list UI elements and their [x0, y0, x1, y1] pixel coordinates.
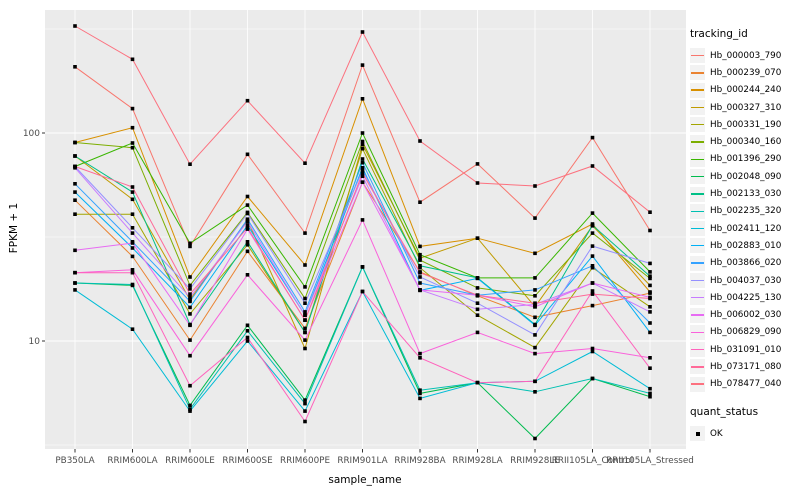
- svg-text:RRIM600LE: RRIM600LE: [165, 456, 215, 466]
- series-line-icon: [690, 151, 705, 167]
- series-line-icon: [690, 273, 705, 288]
- legend-item-label: Hb_001396_290: [710, 154, 782, 165]
- series-line-icon: [690, 48, 705, 64]
- series-line-icon: [690, 134, 705, 150]
- legend-item: Hb_000327_310: [690, 99, 798, 116]
- legend-item: Hb_073171_080: [690, 358, 798, 375]
- series-line-icon: [690, 324, 705, 340]
- legend-item-label: Hb_002883_010: [710, 240, 782, 251]
- legend-item-label: Hb_002235_320: [710, 206, 782, 217]
- legend-item-label: Hb_031091_010: [710, 344, 782, 355]
- svg-text:100: 100: [23, 129, 40, 139]
- legend-item-label: Hb_002411_120: [710, 223, 782, 234]
- svg-text:RRIM600SE: RRIM600SE: [222, 456, 272, 466]
- legend-item: Hb_002235_320: [690, 203, 798, 220]
- legend-item-label: Hb_006829_090: [710, 327, 782, 338]
- legend-item: Hb_000244_240: [690, 82, 798, 99]
- legend-item-label: Hb_002133_030: [710, 189, 782, 200]
- legend-item-label: Hb_000244_240: [710, 85, 782, 96]
- svg-text:RRII105LA_Stressed: RRII105LA_Stressed: [606, 456, 694, 466]
- series-line-icon: [690, 82, 705, 98]
- legend-item: Hb_002411_120: [690, 220, 798, 237]
- legend-title-tracking-id: tracking_id: [690, 28, 748, 40]
- legend-item: Hb_001396_290: [690, 151, 798, 168]
- legend-item-label: Hb_002048_090: [710, 171, 782, 182]
- svg-text:RRIM901LA: RRIM901LA: [337, 456, 387, 466]
- legend-item: Hb_000340_160: [690, 133, 798, 150]
- legend-item: Hb_002883_010: [690, 237, 798, 254]
- legend-title-quant-status: quant_status: [690, 405, 759, 418]
- legend-item-label: Hb_004225_130: [710, 292, 782, 303]
- series-line-icon: [690, 307, 705, 323]
- legend: tracking_id Hb_000003_790 Hb_000239_070 Hb…: [690, 28, 798, 442]
- legend-item: Hb_002048_090: [690, 168, 798, 185]
- legend-shape-section: quant_status OK: [690, 406, 798, 442]
- series-line-icon: [690, 255, 705, 271]
- legend-item: Hb_004225_130: [690, 289, 798, 306]
- legend-color-entries: Hb_000003_790 Hb_000239_070 Hb_000244_240 H…: [690, 47, 798, 393]
- svg-text:RRIM600PE: RRIM600PE: [280, 456, 330, 466]
- series-line-icon: [690, 359, 705, 375]
- legend-item-label: Hb_000239_070: [710, 67, 782, 78]
- series-line-icon: [690, 169, 705, 185]
- legend-item: Hb_002133_030: [690, 185, 798, 202]
- svg-text:RRIM600LA: RRIM600LA: [107, 456, 157, 466]
- series-line-icon: [690, 376, 705, 392]
- legend-item-label: Hb_006002_030: [710, 310, 782, 321]
- legend-item-label: Hb_073171_080: [710, 361, 782, 372]
- svg-text:RRIM928LA: RRIM928LA: [452, 456, 502, 466]
- legend-item-label: Hb_003866_020: [710, 258, 782, 269]
- legend-item: Hb_000331_190: [690, 116, 798, 133]
- series-line-icon: [690, 290, 705, 306]
- legend-item-label: Hb_000331_190: [710, 119, 782, 130]
- series-line-icon: [690, 100, 705, 116]
- legend-item-label: Hb_000003_790: [710, 50, 782, 61]
- series-line-icon: [690, 117, 705, 133]
- legend-item: Hb_006002_030: [690, 306, 798, 323]
- series-line-icon: [690, 342, 705, 358]
- legend-item-label: Hb_000327_310: [710, 102, 782, 113]
- legend-item: Hb_006829_090: [690, 324, 798, 341]
- y-axis-title: FPKM + 1: [8, 202, 20, 254]
- legend-item-label: Hb_078477_040: [710, 379, 782, 390]
- series-line-icon: [690, 65, 705, 81]
- series-line-icon: [690, 221, 705, 237]
- ok-square-icon: [690, 426, 705, 442]
- svg-text:PB350LA: PB350LA: [55, 456, 94, 466]
- svg-text:RRII105LA_Control: RRII105LA_Control: [552, 456, 634, 466]
- legend-item: Hb_000239_070: [690, 64, 798, 81]
- legend-item: Hb_000003_790: [690, 47, 798, 64]
- legend-item: Hb_003866_020: [690, 255, 798, 272]
- x-axis-title: sample_name: [328, 474, 402, 486]
- svg-text:RRIM928LE: RRIM928LE: [510, 456, 560, 466]
- legend-item: Hb_031091_010: [690, 341, 798, 358]
- legend-item: Hb_004037_030: [690, 272, 798, 289]
- series-line-icon: [690, 203, 705, 219]
- series-line-icon: [690, 186, 705, 202]
- legend-item: Hb_078477_040: [690, 376, 798, 393]
- legend-item-label: Hb_004037_030: [710, 275, 782, 286]
- svg-text:RRIM928BA: RRIM928BA: [394, 456, 445, 466]
- series-line-icon: [690, 238, 705, 254]
- legend-item-ok: OK: [690, 425, 798, 442]
- legend-item-label: Hb_000340_160: [710, 137, 782, 148]
- svg-text:10: 10: [29, 337, 41, 347]
